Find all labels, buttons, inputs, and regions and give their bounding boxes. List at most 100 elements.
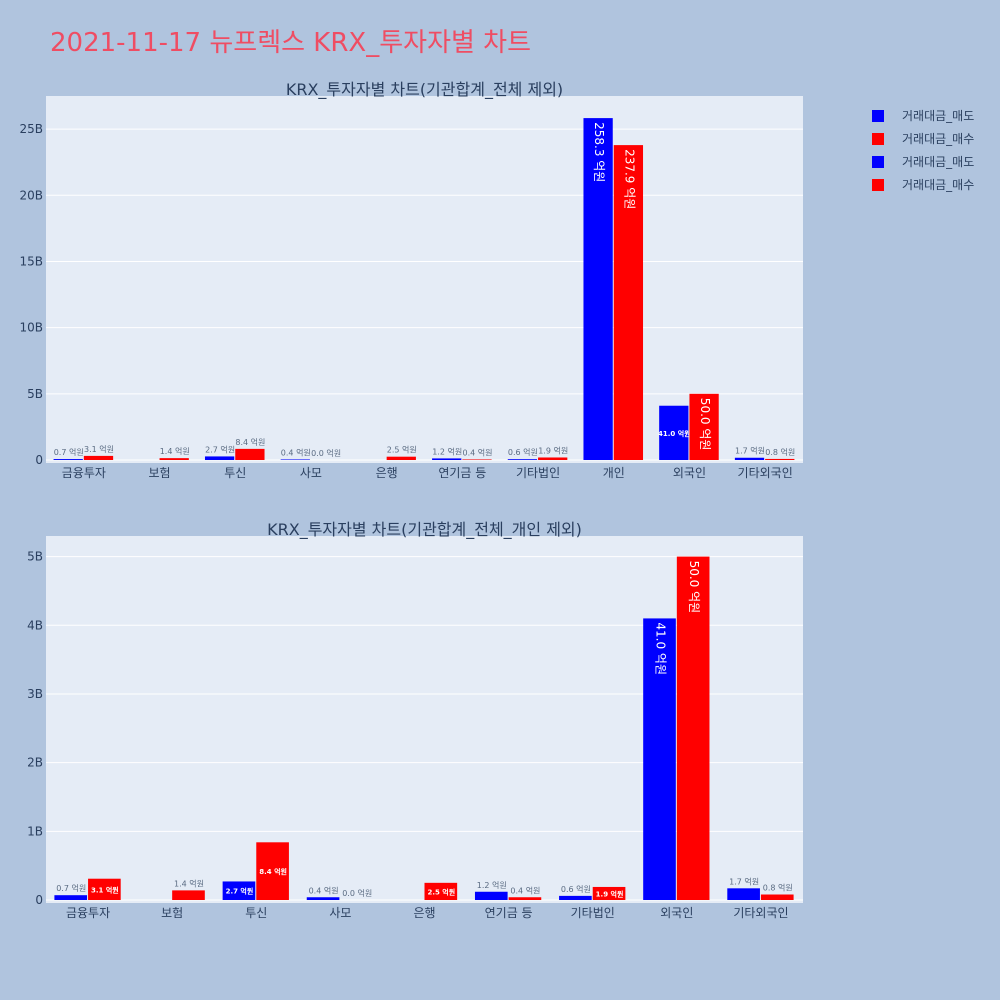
data-label: 0.4 억원	[309, 885, 339, 895]
bar-sell[interactable]	[727, 888, 760, 900]
bar-sell[interactable]	[474, 891, 508, 900]
y-tick-label: 4B	[27, 618, 43, 632]
y-tick-label: 10B	[19, 321, 43, 335]
data-label: 0.8 억원	[763, 883, 793, 893]
legend-swatch	[872, 132, 884, 145]
x-tick-label: 기타외국인	[733, 906, 788, 920]
bar-buy[interactable]	[235, 448, 265, 460]
bar-sell[interactable]	[643, 618, 676, 900]
bar-sell[interactable]	[280, 459, 310, 460]
bar-buy[interactable]	[88, 878, 121, 900]
x-tick-label: 외국인	[660, 906, 693, 920]
legend: 거래대금_매도 거래대금_매수 거래대금_매도 거래대금_매수	[872, 104, 974, 196]
legend-swatch	[872, 178, 884, 191]
bar-sell[interactable]	[54, 895, 88, 900]
x-tick-label: 기타법인	[516, 466, 560, 480]
data-label: 2.7 억원	[226, 887, 254, 896]
bar-buy[interactable]	[462, 459, 492, 460]
data-label: 1.4 억원	[160, 446, 190, 456]
chart-1: 0 5B 10B 15B 20B 25B KRX_투자자별 차트(기관합계_전체 제외) 금융…	[19, 80, 803, 480]
data-label: 0.0 억원	[311, 448, 341, 458]
y-tick-label: 3B	[27, 687, 43, 701]
y-tick-label: 15B	[19, 254, 43, 268]
bar-sell[interactable]	[222, 881, 256, 900]
legend-item-sell-2[interactable]: 거래대금_매도	[872, 150, 974, 173]
data-label: 50.0 억원	[698, 398, 712, 451]
legend-item-buy-2[interactable]: 거래대금_매수	[872, 173, 974, 196]
y-tick-label: 2B	[27, 756, 43, 770]
bar-sell[interactable]	[734, 457, 765, 460]
page-title: 2021-11-17 뉴프렉스 KRX_투자자별 차트	[50, 28, 532, 58]
legend-swatch	[872, 109, 884, 122]
data-label: 0.4 억원	[462, 447, 492, 457]
bar-buy[interactable]	[256, 842, 289, 900]
data-label: 1.2 억원	[477, 880, 507, 890]
data-label: 258.3 억원	[592, 122, 606, 182]
data-label: 0.8 억원	[765, 447, 795, 457]
bar-buy[interactable]	[676, 556, 710, 900]
x-tick-label: 보험	[161, 906, 183, 920]
bar-sell[interactable]	[559, 895, 592, 900]
data-label: 0.0 억원	[342, 888, 372, 898]
x-tick-label: 기타법인	[571, 906, 615, 920]
bar-buy[interactable]	[172, 890, 205, 900]
bar-sell[interactable]	[583, 118, 613, 460]
data-label: 237.9 억원	[622, 149, 636, 209]
bar-buy[interactable]	[760, 894, 794, 900]
x-tick-label: 투신	[224, 466, 246, 480]
data-label: 50.0 억원	[687, 561, 701, 614]
y-tick-label: 1B	[27, 824, 43, 838]
data-label: 1.9 억원	[538, 445, 568, 455]
x-tick-label: 외국인	[673, 466, 706, 480]
data-label: 2.7 억원	[205, 444, 235, 454]
y-tick-label: 25B	[19, 122, 43, 136]
x-tick-label: 사모	[329, 906, 351, 920]
x-tick-label: 금융투자	[62, 466, 106, 480]
bar-sell[interactable]	[306, 897, 340, 900]
y-tick-label: 5B	[27, 387, 43, 401]
x-tick-label: 사모	[300, 466, 322, 480]
plot-area	[46, 96, 803, 463]
legend-item-sell-1[interactable]: 거래대금_매도	[872, 104, 974, 127]
x-tick-label: 보험	[149, 466, 171, 480]
data-label: 0.7 억원	[56, 883, 86, 893]
legend-label: 거래대금_매수	[902, 132, 975, 146]
y-tick-label: 20B	[19, 188, 43, 202]
bar-buy[interactable]	[508, 897, 542, 900]
data-label: 1.7 억원	[729, 876, 759, 886]
bar-buy[interactable]	[159, 458, 189, 460]
bar-sell[interactable]	[204, 456, 235, 460]
legend-label: 거래대금_매수	[902, 178, 975, 192]
chart-2: 0 1B 2B 3B 4B 5B KRX_투자자별 차트(기관합계_전체_개인 제외) 금융투…	[27, 520, 803, 920]
x-tick-label: 투신	[245, 906, 267, 920]
data-label: 8.4 억원	[259, 867, 287, 876]
data-label: 0.7 억원	[54, 447, 84, 457]
bar-buy[interactable]	[592, 886, 626, 900]
bar-buy[interactable]	[386, 456, 416, 460]
x-tick-label: 연기금 등	[438, 466, 486, 480]
bar-sell[interactable]	[507, 459, 538, 460]
data-label: 3.1 억원	[84, 444, 114, 454]
bar-buy[interactable]	[83, 455, 114, 460]
data-label: 1.9 억원	[596, 889, 624, 898]
x-tick-label: 금융투자	[66, 906, 110, 920]
legend-item-buy-1[interactable]: 거래대금_매수	[872, 127, 974, 150]
bar-sell[interactable]	[53, 459, 83, 460]
bar-buy[interactable]	[765, 458, 795, 460]
x-tick-label: 기타외국인	[738, 466, 793, 480]
x-tick-label: 은행	[376, 465, 398, 480]
bar-sell[interactable]	[432, 458, 462, 460]
bar-buy[interactable]	[613, 145, 644, 460]
x-tick-label: 연기금 등	[485, 906, 533, 920]
bar-buy[interactable]	[538, 457, 568, 460]
bar-buy[interactable]	[689, 393, 719, 460]
bar-sell[interactable]	[659, 405, 689, 460]
data-label: 1.7 억원	[735, 446, 765, 456]
legend-label: 거래대금_매도	[902, 109, 975, 123]
data-label: 0.4 억원	[510, 885, 540, 895]
data-label: 2.5 억원	[427, 887, 455, 896]
bar-buy[interactable]	[424, 882, 458, 900]
data-label: 8.4 억원	[235, 437, 265, 447]
chart-title: KRX_투자자별 차트(기관합계_전체 제외)	[286, 80, 563, 100]
